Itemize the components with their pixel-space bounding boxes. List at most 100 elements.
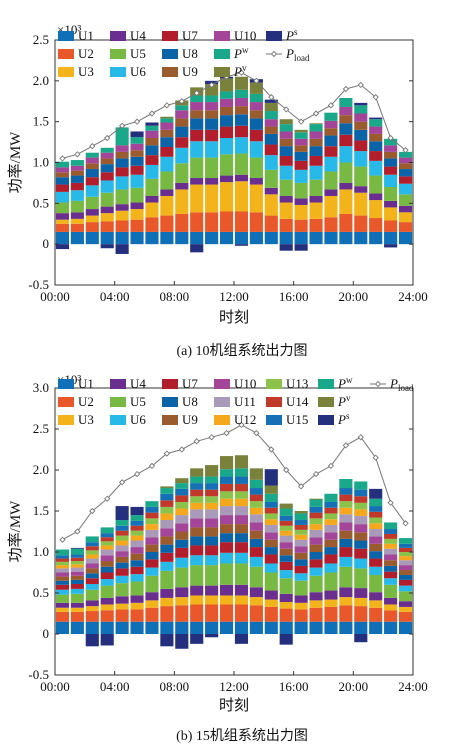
x-tick-label: 20:00 <box>339 679 369 694</box>
bar-segment-ps <box>294 244 308 251</box>
bar-segment-u8 <box>354 540 368 549</box>
bar-segment-u3 <box>190 184 204 213</box>
load-point <box>74 151 81 158</box>
chart-caption: (a) 10机组系统出力图 <box>176 343 307 359</box>
load-point <box>327 102 335 109</box>
bar-segment-pw <box>234 89 249 98</box>
bar-segment-u1 <box>85 231 99 245</box>
bar-segment-ps <box>100 244 114 249</box>
bar-segment-u11 <box>175 515 189 524</box>
load-point <box>163 102 171 109</box>
bar-segment-u13 <box>100 541 114 546</box>
load-point <box>357 81 364 89</box>
bar-segment-u9 <box>294 552 308 560</box>
legend-swatch-u9 <box>162 67 178 77</box>
bar-segment-u3 <box>384 604 398 611</box>
bar-segment-u7 <box>249 547 263 557</box>
bar-segment-u7 <box>294 565 308 574</box>
load-point <box>148 110 156 117</box>
bar-segment-u1 <box>175 621 189 634</box>
bar-segment-ps <box>85 634 99 647</box>
legend-label-u2: U2 <box>78 394 94 409</box>
bar-segment-u2 <box>55 223 70 232</box>
bar-segment-pv <box>279 503 293 509</box>
bar-segment-ps <box>279 244 293 251</box>
bar-segment-u1 <box>205 621 219 634</box>
bar-segment-u10 <box>234 515 249 525</box>
load-point <box>283 106 290 113</box>
bar-segment-pv <box>160 116 174 119</box>
bar-segment-u6 <box>115 176 129 190</box>
bar-segment-u15 <box>354 489 368 497</box>
legend-swatch-u4 <box>110 31 126 41</box>
bar-segment-u2 <box>339 605 353 622</box>
legend-swatch-u12 <box>214 415 230 425</box>
bar-segment-u12 <box>354 509 368 516</box>
bar-segment-u11 <box>264 524 278 533</box>
bar-segment-u12 <box>369 523 383 530</box>
bar-segment-pw <box>85 152 99 158</box>
bar-segment-u8 <box>219 115 234 127</box>
x-tick-label: 16:00 <box>279 289 309 304</box>
bar-segment-u8 <box>234 114 249 126</box>
bar-segment-u8 <box>249 538 263 548</box>
legend-label-u5: U5 <box>130 46 146 61</box>
bar-segment-u8 <box>339 538 353 548</box>
load-point <box>223 429 230 437</box>
legend-label-u6: U6 <box>130 64 146 79</box>
bar-segment-u13 <box>309 518 323 525</box>
bar-segment-u13 <box>115 535 129 541</box>
bar-segment-u4 <box>55 602 70 608</box>
bar-segment-u10 <box>309 537 323 545</box>
bar-segment-u1 <box>294 621 308 634</box>
legend-swatch-pw <box>318 379 334 389</box>
bar-segment-u10 <box>234 97 249 107</box>
load-point <box>118 479 126 486</box>
bar-segment-pw <box>339 97 353 107</box>
bar-segment-pw <box>70 548 84 555</box>
bar-segment-u13 <box>145 518 159 525</box>
legend-swatch-u6 <box>110 67 126 77</box>
bar-segment-u6 <box>190 141 204 158</box>
bar-segment-u4 <box>175 182 189 190</box>
bar-segment-u8 <box>294 151 308 161</box>
load-point <box>104 134 111 142</box>
bar-segment-u4 <box>190 178 204 185</box>
bar-segment-u7 <box>234 542 249 553</box>
bar-segment-u11 <box>219 506 234 516</box>
bar-segment-u10 <box>175 110 189 119</box>
bar-segment-u9 <box>339 530 353 539</box>
legend-label-u10: U10 <box>234 376 256 391</box>
bar-segment-u3 <box>130 209 144 220</box>
bar-segment-u6 <box>70 190 84 201</box>
bar-segment-u10 <box>190 518 204 528</box>
bar-segment-u10 <box>339 522 353 531</box>
legend-swatch-u6 <box>110 415 126 425</box>
load-point <box>208 434 215 441</box>
bar-segment-u1 <box>115 231 129 245</box>
bar-segment-u3 <box>264 599 278 607</box>
legend-label-u4: U4 <box>130 28 146 43</box>
load-point <box>402 520 409 527</box>
bar-segment-u8 <box>55 177 70 185</box>
bar-segment-ps <box>384 244 398 248</box>
bar-segment-u10 <box>219 98 234 107</box>
bar-segment-u1 <box>309 621 323 634</box>
bar-segment-u11 <box>205 509 219 519</box>
bar-segment-u5 <box>279 179 293 196</box>
bar-segment-u6 <box>264 563 278 573</box>
bar-segment-u7 <box>145 559 159 568</box>
bar-segment-u4 <box>219 584 234 596</box>
bar-segment-u7 <box>339 134 353 147</box>
bar-segment-u8 <box>309 552 323 560</box>
legend-label-u4: U4 <box>130 376 146 391</box>
bar-segment-pw <box>234 468 249 477</box>
chart-b: -0.5 0 0.5 1.0 1.5 2.0 2.5 3.0 00:00 04:00 08:00 12… <box>7 374 428 744</box>
bar-segment-u10 <box>100 152 114 159</box>
bar-segment-u8 <box>219 533 234 543</box>
bar-segment-u4 <box>369 592 383 601</box>
bar-segment-u10 <box>85 157 99 164</box>
bar-segment-u7 <box>324 146 338 157</box>
bar-segment-u6 <box>294 573 308 581</box>
bar-segment-u4 <box>264 590 278 600</box>
